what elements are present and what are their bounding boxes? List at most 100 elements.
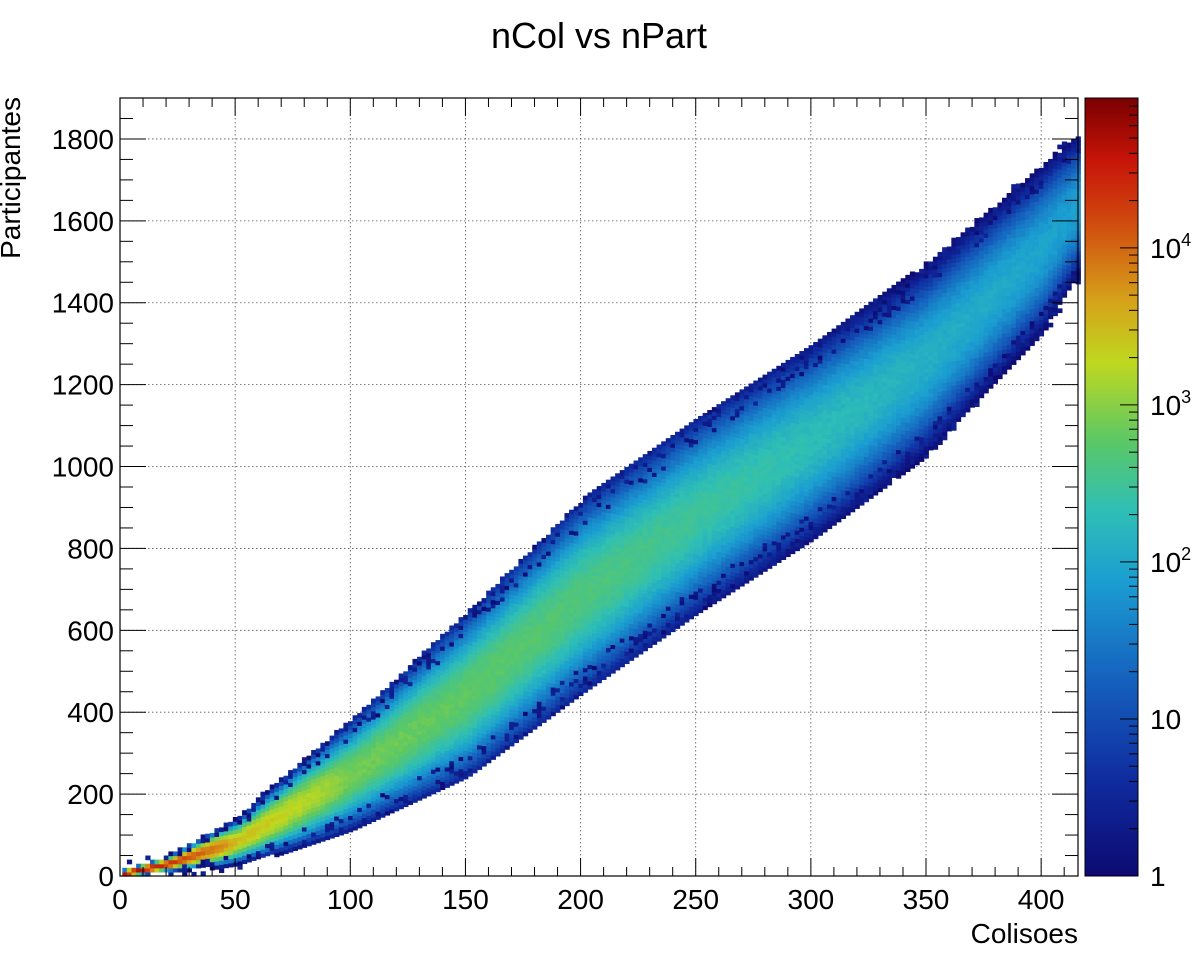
heatmap-cell [776, 444, 781, 449]
heatmap-cell [491, 612, 496, 617]
heatmap-cell [482, 619, 487, 624]
heatmap-cell [624, 569, 629, 574]
heatmap-cell [615, 641, 620, 646]
heatmap-cell [380, 813, 385, 818]
heatmap-cell [385, 688, 390, 693]
heatmap-cell [776, 513, 781, 518]
heatmap-cell [459, 719, 464, 724]
heatmap-cell [412, 790, 417, 795]
heatmap-cell [445, 705, 450, 710]
heatmap-cell [399, 751, 404, 756]
heatmap-cell [735, 429, 740, 434]
heatmap-cell [279, 785, 284, 790]
heatmap-cell [652, 583, 657, 588]
heatmap-cell [758, 570, 763, 575]
heatmap-cell [431, 671, 436, 676]
heatmap-cell [518, 592, 523, 597]
heatmap-cell [666, 553, 671, 558]
heatmap-cell [753, 536, 758, 541]
heatmap-cell [597, 539, 602, 544]
heatmap-cell [380, 694, 385, 699]
heatmap-cell [597, 662, 602, 667]
heatmap-cell [583, 594, 588, 599]
heatmap-cell [343, 821, 348, 826]
heatmap-cell [472, 740, 477, 745]
heatmap-cell [532, 696, 537, 701]
heatmap-cell [643, 642, 648, 647]
heatmap-cell [569, 657, 574, 662]
heatmap-cell [366, 803, 371, 808]
heatmap-cell [491, 653, 496, 658]
heatmap-cell [634, 522, 639, 527]
heatmap-cell [265, 852, 270, 857]
heatmap-cell [145, 856, 150, 861]
heatmap-cell [399, 686, 404, 691]
heatmap-cell [440, 753, 445, 758]
heatmap-cell [426, 763, 431, 768]
heatmap-cell [528, 712, 533, 717]
heatmap-cell [693, 505, 698, 510]
heatmap-cell [675, 436, 680, 441]
heatmap-cell [403, 749, 408, 754]
heatmap-cell [523, 678, 528, 683]
heatmap-cell [620, 491, 625, 496]
heatmap-cell [422, 659, 427, 664]
heatmap-cell [592, 563, 597, 568]
heatmap-cell [302, 798, 307, 803]
heatmap-cell [247, 809, 252, 814]
heatmap-cell [399, 788, 404, 793]
heatmap-cell [652, 566, 657, 571]
heatmap-cell [518, 698, 523, 703]
heatmap-cell [564, 607, 569, 612]
heatmap-cell [574, 601, 579, 606]
heatmap-cell [739, 471, 744, 476]
heatmap-cell [435, 685, 440, 690]
heatmap-cell [376, 750, 381, 755]
heatmap-cell [772, 414, 777, 419]
heatmap-cell [670, 586, 675, 591]
heatmap-cell [767, 486, 772, 491]
heatmap-cell [587, 562, 592, 567]
heatmap-cell [541, 702, 546, 707]
heatmap-cell [776, 448, 781, 453]
heatmap-cell [693, 456, 698, 461]
heatmap-cell [763, 538, 768, 543]
heatmap-cell [449, 720, 454, 725]
heatmap-cell [237, 857, 242, 862]
heatmap-cell [763, 465, 768, 470]
heatmap-cell [735, 568, 740, 573]
heatmap-cell [509, 586, 514, 591]
heatmap-cell [772, 369, 777, 374]
heatmap-cell [680, 449, 685, 454]
heatmap-cell [749, 478, 754, 483]
heatmap-cell [311, 799, 316, 804]
heatmap-cell [647, 480, 652, 485]
heatmap-cell [463, 697, 468, 702]
heatmap-cell [509, 635, 514, 640]
heatmap-cell [435, 665, 440, 670]
heatmap-cell [532, 614, 537, 619]
heatmap-cell [371, 727, 376, 732]
heatmap-cell [482, 664, 487, 669]
heatmap-cell [426, 706, 431, 711]
heatmap-cell [606, 603, 611, 608]
heatmap-cell [297, 812, 302, 817]
heatmap-cell [422, 671, 427, 676]
heatmap-cell [647, 545, 652, 550]
heatmap-cell [587, 533, 592, 538]
heatmap-cell [730, 449, 735, 454]
heatmap-cell [744, 530, 749, 535]
heatmap-cell [518, 633, 523, 638]
heatmap-cell [412, 729, 417, 734]
heatmap-cell [726, 443, 731, 448]
heatmap-cell [532, 569, 537, 574]
heatmap-cell [657, 465, 662, 470]
heatmap-cell [472, 756, 477, 761]
heatmap-cell [454, 701, 459, 706]
heatmap-cell [606, 631, 611, 636]
heatmap-cell [666, 590, 671, 595]
heatmap-cell [597, 498, 602, 503]
heatmap-cell [726, 488, 731, 493]
heatmap-cell [749, 474, 754, 479]
heatmap-cell [560, 525, 565, 530]
